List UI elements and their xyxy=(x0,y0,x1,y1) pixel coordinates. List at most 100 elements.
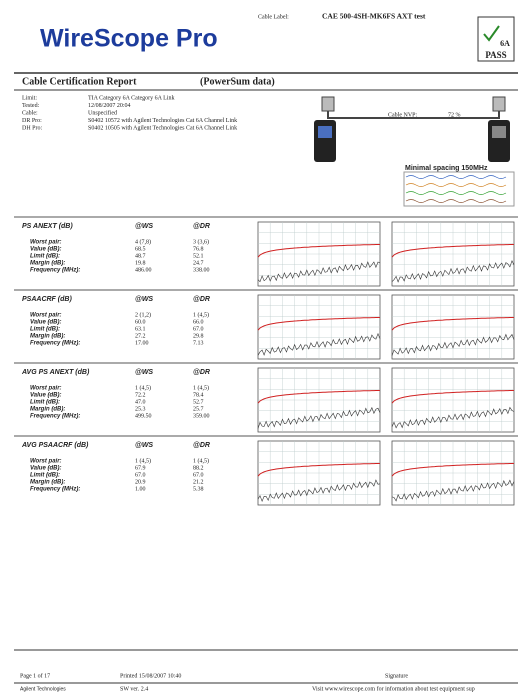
ws-value: 2 (1,2) xyxy=(135,311,151,318)
tester-screen xyxy=(318,126,332,138)
limit-line xyxy=(391,316,515,331)
ws-value: 67.9 xyxy=(135,465,146,471)
limit-line xyxy=(391,243,515,258)
section-title: AVG PS ANEXT (dB) xyxy=(21,369,90,376)
ws-value: 1 (4,5) xyxy=(135,384,151,391)
limit-line xyxy=(391,462,515,477)
printed: Printed 15/08/2007 10:40 xyxy=(120,673,181,679)
ws-value: 67.0 xyxy=(135,472,146,478)
row-label: Margin (dB): xyxy=(30,334,65,340)
row-label: Frequency (MHz): xyxy=(30,341,80,347)
noise-trace xyxy=(391,479,515,502)
ws-value: 72.2 xyxy=(135,392,146,398)
col-ws: @WS xyxy=(135,296,153,303)
col-dr: @DR xyxy=(193,369,210,376)
report-title: Cable Certification Report xyxy=(22,76,137,87)
ws-value: 1.00 xyxy=(135,486,146,492)
info-key: DH Pro: xyxy=(22,125,43,131)
ws-value: 4 (7,8) xyxy=(135,238,151,245)
info-value: Unspecified xyxy=(88,109,117,116)
connector xyxy=(321,96,335,112)
ws-value: 25.3 xyxy=(135,406,146,412)
row-label: Frequency (MHz): xyxy=(30,414,80,420)
col-ws: @WS xyxy=(135,223,153,230)
tester-screen xyxy=(492,126,506,138)
info-value: S0402 10505 with Agilent Technologies Ca… xyxy=(88,125,237,131)
dr-value: 25.7 xyxy=(193,406,204,412)
cable-label-key: Cable Label: xyxy=(258,14,289,20)
info-key: Tested: xyxy=(22,103,40,109)
dr-value: 1 (4,5) xyxy=(193,384,209,391)
badge-check xyxy=(483,25,500,42)
section-title: PSAACRF (dB) xyxy=(22,296,72,303)
noise-trace xyxy=(391,406,515,429)
dr-value: 67.0 xyxy=(193,326,204,332)
dr-value: 52.7 xyxy=(193,399,204,405)
page-number: Page 1 of 17 xyxy=(20,672,50,679)
limit-line xyxy=(257,462,381,477)
visit: Visit www.wirescope.com for information … xyxy=(312,685,475,692)
info-value: S0402 10572 with Agilent Technologies Ca… xyxy=(88,118,237,124)
ws-value: 1 (4,5) xyxy=(135,457,151,464)
col-dr: @DR xyxy=(193,442,210,449)
dr-value: 24.7 xyxy=(193,260,204,266)
pair-wave xyxy=(405,175,507,179)
dr-value: 76.8 xyxy=(193,246,204,252)
row-label: Worst pair: xyxy=(30,313,62,319)
dr-value: 52.1 xyxy=(193,253,204,259)
row-label: Worst pair: xyxy=(30,386,62,392)
row-label: Limit (dB): xyxy=(30,473,60,479)
ws-value: 47.0 xyxy=(135,399,146,405)
ws-value: 19.8 xyxy=(135,260,146,266)
pair-wave xyxy=(405,183,507,187)
info-key: Limit: xyxy=(22,95,37,101)
dr-value: 1 (4,5) xyxy=(193,311,209,318)
noise-trace xyxy=(257,406,381,429)
ws-value: 63.1 xyxy=(135,326,146,332)
col-dr: @DR xyxy=(193,223,210,230)
signature: Signature xyxy=(385,673,408,679)
ws-value: 48.7 xyxy=(135,253,146,259)
dr-value: 67.0 xyxy=(193,472,204,478)
section-title: PS ANEXT (dB) xyxy=(22,223,73,230)
noise-trace xyxy=(391,333,515,356)
ws-value: 499.50 xyxy=(135,413,152,419)
noise-trace xyxy=(257,261,381,283)
col-ws: @WS xyxy=(135,369,153,376)
pair-wave xyxy=(405,199,507,203)
badge-category: 6A xyxy=(500,39,510,48)
row-label: Value (dB): xyxy=(30,247,61,253)
spacing-title: Minimal spacing 150MHz xyxy=(405,165,488,172)
row-label: Limit (dB): xyxy=(30,400,60,406)
dr-value: 7.13 xyxy=(193,340,204,346)
row-label: Value (dB): xyxy=(30,320,61,326)
row-label: Worst pair: xyxy=(30,459,62,465)
ws-value: 68.5 xyxy=(135,246,146,252)
dr-value: 1 (4,5) xyxy=(193,457,209,464)
nvp-label: Cable NVP: xyxy=(388,112,417,118)
ws-value: 20.9 xyxy=(135,479,146,485)
connector xyxy=(492,96,506,112)
pair-wave xyxy=(405,191,507,195)
badge xyxy=(477,16,515,62)
limit-line xyxy=(391,389,515,404)
noise-trace xyxy=(257,479,381,503)
ws-value: 486.00 xyxy=(135,267,152,273)
dr-value: 66.0 xyxy=(193,319,204,325)
version: SW ver. 2.4 xyxy=(120,686,148,692)
row-label: Frequency (MHz): xyxy=(30,268,80,274)
noise-trace xyxy=(391,260,515,283)
dr-value: 359.00 xyxy=(193,413,210,419)
report-subtitle: (PowerSum data) xyxy=(200,76,275,87)
limit-line xyxy=(257,389,381,404)
spacing-box xyxy=(403,171,515,207)
company: Agilent Technologies xyxy=(20,686,66,692)
dr-value: 88.2 xyxy=(193,465,204,471)
row-label: Margin (dB): xyxy=(30,407,65,413)
cable xyxy=(327,111,500,119)
row-label: Value (dB): xyxy=(30,393,61,399)
row-label: Frequency (MHz): xyxy=(30,487,80,493)
row-label: Limit (dB): xyxy=(30,254,60,260)
ws-value: 60.0 xyxy=(135,319,146,325)
